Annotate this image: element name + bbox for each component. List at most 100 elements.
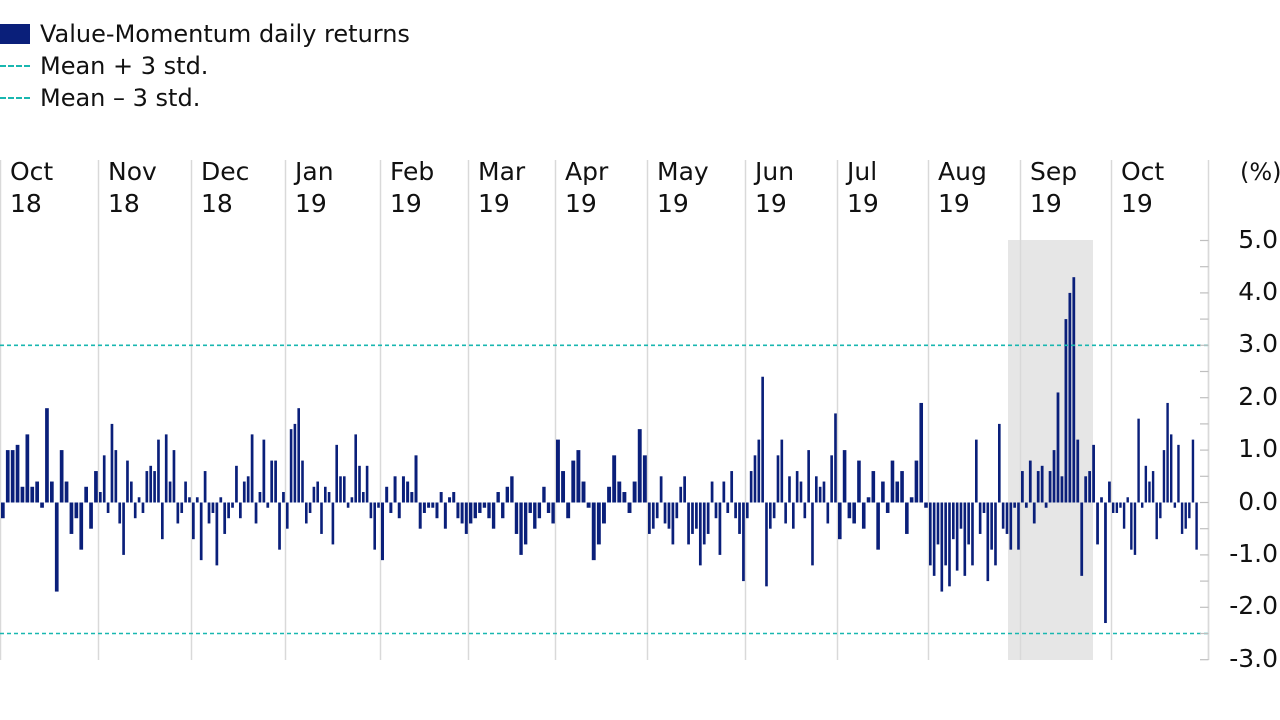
return-bar xyxy=(788,476,791,503)
return-bar xyxy=(1072,277,1076,503)
return-bar xyxy=(1064,319,1068,503)
return-bar xyxy=(145,471,149,503)
return-bar xyxy=(54,502,59,592)
return-bar xyxy=(1001,502,1005,529)
return-bar xyxy=(250,434,254,503)
month-name: Jul xyxy=(847,157,878,186)
return-bar xyxy=(286,502,289,529)
return-bar xyxy=(986,502,990,582)
return-bar xyxy=(726,502,730,513)
return-bar xyxy=(346,502,350,508)
return-bar xyxy=(561,471,566,503)
return-bar xyxy=(274,460,277,503)
month-name: Sep xyxy=(1030,157,1078,186)
y-tick-label: 0.0 xyxy=(1238,486,1278,516)
return-bar xyxy=(1068,292,1072,503)
return-bar xyxy=(20,486,25,503)
return-bar xyxy=(84,486,88,503)
return-bar xyxy=(978,502,982,534)
return-bar xyxy=(487,502,491,519)
return-bar xyxy=(25,434,30,503)
return-bar xyxy=(857,460,861,503)
return-bar xyxy=(74,502,79,519)
return-bar xyxy=(180,502,184,513)
return-bar xyxy=(223,502,227,534)
return-bar xyxy=(675,502,679,519)
return-bar xyxy=(176,502,180,524)
return-bar xyxy=(765,502,768,587)
return-bar xyxy=(1108,481,1111,503)
return-bar xyxy=(219,497,223,503)
return-bar xyxy=(1184,502,1187,529)
return-bar xyxy=(69,502,74,534)
month-label: Nov 18 xyxy=(108,156,157,220)
return-bar xyxy=(282,492,285,503)
return-bar xyxy=(149,465,153,503)
return-bar xyxy=(231,502,234,508)
return-bar xyxy=(414,455,418,503)
return-bar xyxy=(998,423,1001,503)
return-bar xyxy=(702,502,706,545)
legend-item-upper: Mean + 3 std. xyxy=(0,50,410,82)
return-bar xyxy=(576,450,581,503)
return-bar xyxy=(473,502,477,519)
return-bar xyxy=(266,502,270,508)
return-bar xyxy=(971,502,974,566)
return-bar xyxy=(1009,502,1013,550)
return-bar xyxy=(655,502,659,519)
return-bar xyxy=(258,492,262,503)
return-bar xyxy=(1180,502,1184,534)
return-bar xyxy=(826,502,830,524)
return-bar xyxy=(1021,471,1024,503)
return-bar xyxy=(505,486,510,503)
return-bar xyxy=(235,465,238,503)
return-bar xyxy=(919,402,924,503)
return-bar xyxy=(469,502,473,524)
return-bar xyxy=(784,502,787,524)
return-bar xyxy=(651,502,655,529)
month-name: Mar xyxy=(478,157,526,186)
return-bar xyxy=(153,471,156,503)
return-bar xyxy=(757,439,761,503)
return-bar xyxy=(815,476,818,503)
return-bar xyxy=(289,429,293,503)
y-tick-label: 3.0 xyxy=(1238,329,1278,359)
return-bar xyxy=(1173,502,1177,508)
month-year: 19 xyxy=(478,189,510,218)
month-label: Feb 19 xyxy=(390,156,434,220)
return-bar xyxy=(876,502,880,550)
return-bar xyxy=(730,471,734,503)
return-bar xyxy=(1170,434,1173,503)
return-bar xyxy=(780,439,784,503)
month-year: 18 xyxy=(108,189,140,218)
return-bar xyxy=(478,502,482,513)
return-bar xyxy=(215,502,219,566)
return-bar xyxy=(389,502,393,513)
return-bar xyxy=(890,460,895,503)
return-bar xyxy=(118,502,122,524)
return-bar xyxy=(1005,502,1009,534)
return-bar xyxy=(799,481,803,503)
return-bar xyxy=(1126,497,1129,503)
return-bar xyxy=(1137,418,1140,503)
return-bar xyxy=(262,439,266,503)
return-bar xyxy=(1096,502,1099,545)
return-bar xyxy=(114,450,118,503)
return-bar xyxy=(320,502,323,534)
return-bar xyxy=(909,497,914,503)
return-bar xyxy=(316,481,319,503)
y-tick-label: 1.0 xyxy=(1238,434,1278,464)
return-bar xyxy=(663,502,667,524)
month-label: Apr 19 xyxy=(565,156,608,220)
return-bar xyxy=(1013,502,1016,508)
legend-item-bars: Value-Momentum daily returns xyxy=(0,18,410,50)
return-bar xyxy=(246,476,250,503)
legend-item-lower: Mean – 3 std. xyxy=(0,82,410,114)
return-bar xyxy=(452,492,456,503)
month-name: Aug xyxy=(938,157,987,186)
return-bar xyxy=(482,502,487,508)
return-bar xyxy=(418,502,422,529)
return-bar xyxy=(1151,471,1155,503)
month-year: 19 xyxy=(657,189,689,218)
